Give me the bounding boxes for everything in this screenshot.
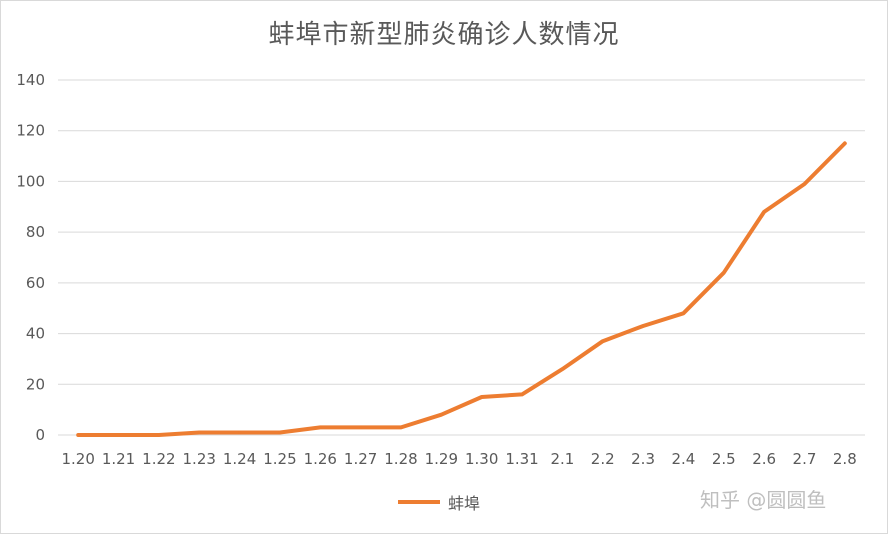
x-tick-label: 2.3 [631, 450, 655, 468]
x-tick-label: 1.22 [142, 450, 175, 468]
y-tick-label: 80 [26, 223, 45, 241]
data-point [560, 367, 564, 371]
x-tick-label: 1.23 [183, 450, 216, 468]
data-point [722, 271, 726, 275]
data-point [520, 392, 524, 396]
data-point [681, 311, 685, 315]
x-tick-label: 1.20 [61, 450, 94, 468]
y-tick-label: 100 [16, 172, 45, 190]
legend-label: 蚌埠 [448, 494, 481, 513]
legend-swatch [398, 500, 440, 504]
data-point [480, 395, 484, 399]
x-tick-label: 2.4 [671, 450, 695, 468]
y-tick-label: 40 [26, 325, 45, 343]
data-point [117, 433, 121, 437]
x-tick-label: 1.28 [384, 450, 417, 468]
x-tick-label: 1.27 [344, 450, 377, 468]
y-tick-label: 120 [16, 122, 45, 140]
y-tick-label: 0 [35, 426, 45, 444]
x-tick-label: 2.5 [712, 450, 736, 468]
series-line [76, 141, 847, 437]
y-tick-label: 60 [26, 274, 45, 292]
x-tick-label: 2.2 [591, 450, 615, 468]
y-tick-label: 20 [26, 375, 45, 393]
x-tick-label: 1.29 [425, 450, 458, 468]
x-tick-label: 2.1 [550, 450, 574, 468]
x-tick-label: 1.24 [223, 450, 256, 468]
x-tick-label: 2.6 [752, 450, 776, 468]
x-tick-label: 1.31 [505, 450, 538, 468]
x-tick-label: 2.7 [793, 450, 817, 468]
x-tick-label: 1.30 [465, 450, 498, 468]
data-point [802, 182, 806, 186]
chart-title: 蚌埠市新型肺炎确诊人数情况 [268, 20, 620, 50]
data-point [399, 425, 403, 429]
data-point [601, 339, 605, 343]
x-tick-label: 2.8 [833, 450, 857, 468]
y-tick-label: 140 [16, 71, 45, 89]
data-point [157, 433, 161, 437]
data-point [318, 425, 322, 429]
data-point [439, 413, 443, 417]
data-point [278, 430, 282, 434]
data-point [641, 324, 645, 328]
data-point [197, 430, 201, 434]
x-tick-label: 1.25 [263, 450, 296, 468]
data-point [843, 141, 847, 145]
x-tick-label: 1.21 [102, 450, 135, 468]
data-point [238, 430, 242, 434]
legend: 蚌埠 [398, 490, 480, 514]
watermark: 知乎 @圆圆鱼 [700, 488, 827, 512]
data-point [762, 210, 766, 214]
x-tick-label: 1.26 [304, 450, 337, 468]
data-point [76, 433, 80, 437]
data-point [359, 425, 363, 429]
